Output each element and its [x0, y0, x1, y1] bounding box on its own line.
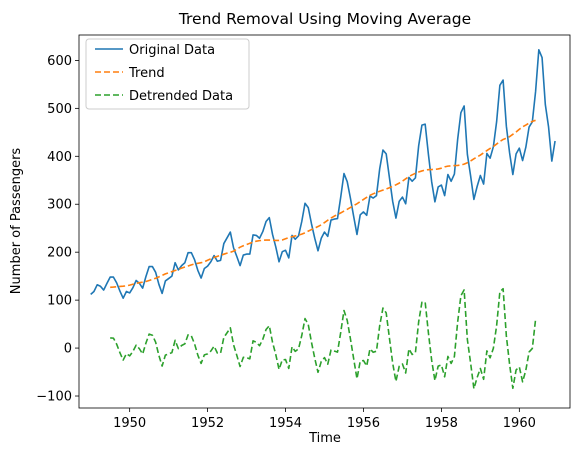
x-tick-label: 1950	[113, 416, 146, 431]
x-tick-label: 1960	[503, 416, 536, 431]
x-tick-label: 1956	[347, 416, 380, 431]
series-line-trend	[110, 119, 536, 289]
y-tick-label: 600	[47, 54, 72, 69]
x-axis-label: Time	[308, 431, 341, 446]
y-axis-label: Number of Passengers	[9, 148, 24, 295]
y-tick-label: 500	[47, 102, 72, 117]
plot-lines	[90, 49, 556, 390]
y-axis: −100 0 100 200 300 400 500 600	[36, 54, 79, 405]
x-tick-label: 1954	[269, 416, 302, 431]
y-tick-label: 300	[47, 198, 72, 213]
series-line-detrended	[110, 287, 537, 390]
y-tick-label: 100	[47, 294, 72, 309]
x-tick-label: 1958	[425, 416, 458, 431]
legend-label-trend: Trend	[128, 66, 165, 81]
legend-label-original: Original Data	[129, 43, 215, 58]
chart-title: Trend Removal Using Moving Average	[178, 10, 471, 28]
x-tick-label: 1952	[191, 416, 224, 431]
legend: Original Data Trend Detrended Data	[85, 38, 250, 110]
y-tick-label: 200	[47, 246, 72, 261]
y-tick-label: 0	[64, 342, 72, 357]
legend-label-detrended: Detrended Data	[129, 89, 233, 104]
plot-frame	[78, 34, 571, 409]
series-line-original	[90, 49, 556, 300]
x-axis: 1950 1952 1954 1956 1958 1960	[113, 408, 536, 431]
y-tick-label: 400	[47, 150, 72, 165]
legend-box	[85, 38, 250, 110]
y-tick-label: −100	[36, 390, 72, 405]
